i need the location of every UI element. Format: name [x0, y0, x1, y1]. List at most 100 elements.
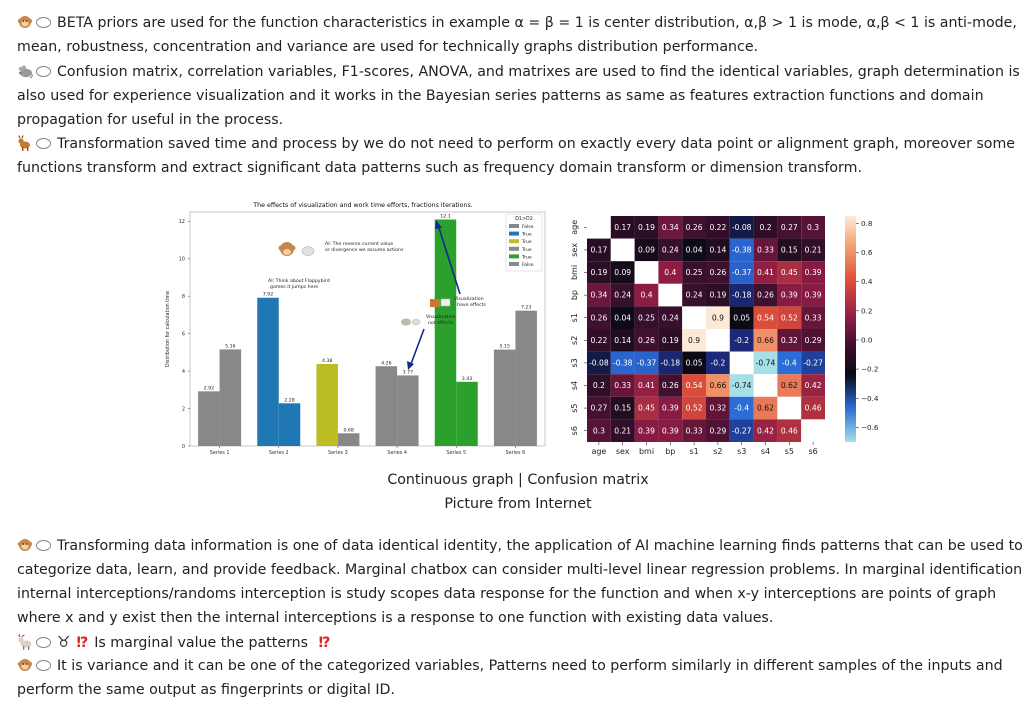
heatmap-cell-value: 0.45	[781, 268, 798, 277]
svg-text:games it jumps here: games it jumps here	[270, 284, 318, 290]
heatmap-cell-value: 0.05	[686, 359, 703, 368]
bar-value-label: 7.92	[263, 292, 273, 298]
heatmap-cell-value: 0.3	[593, 426, 605, 435]
svg-text:or divergence we assume action: or divergence we assume actions	[325, 247, 404, 253]
heatmap-cell	[729, 396, 754, 420]
paragraph-text: BETA priors are used for the function ch…	[17, 15, 1017, 55]
heatmap-row-label: bp	[570, 290, 579, 300]
heatmap-cell	[587, 396, 611, 420]
colorbar-tick-label: 0.8	[861, 219, 873, 228]
bar-value-label: 12.1	[440, 213, 450, 219]
heatmap-col-label: s6	[808, 447, 817, 456]
y-tick-label: 0	[182, 444, 185, 450]
colorbar-tick-label: 0.4	[861, 277, 873, 286]
colorbar-tick-label: 0.0	[861, 335, 873, 344]
heatmap-cell	[587, 329, 611, 352]
heatmap-cell	[682, 374, 706, 397]
legend-swatch	[509, 224, 519, 228]
monkey-icon	[17, 659, 33, 671]
heatmap-cell-value: 0.46	[805, 404, 822, 413]
heatmap-cell-empty	[587, 216, 611, 239]
heatmap-cell	[753, 351, 778, 375]
heatmap-cell	[610, 306, 635, 329]
speech-bubble-icon	[36, 540, 51, 551]
x-tick-label: Series 5	[446, 450, 466, 456]
heatmap-cell	[634, 306, 659, 329]
heatmap-cell-value: 0.19	[590, 268, 607, 277]
heatmap-cell	[610, 329, 635, 352]
heatmap-cell	[729, 238, 754, 262]
heatmap-row-label: s2	[570, 336, 579, 345]
heatmap-cell	[634, 329, 659, 352]
heatmap-cell	[658, 306, 683, 329]
mouse-icon	[18, 65, 33, 79]
speech-bubble-icon	[36, 17, 51, 28]
heatmap-cell-value: 0.4	[640, 291, 652, 300]
heatmap-cell-value: 0.09	[614, 268, 631, 277]
annotation-visualization-effects: Visualization have effects	[430, 296, 486, 308]
heatmap-cell	[777, 419, 802, 442]
heatmap-cell-value: 0.39	[662, 404, 679, 413]
heatmap-cell	[658, 261, 683, 284]
heatmap-cell	[706, 419, 730, 442]
bar-series-1-2	[219, 349, 242, 446]
legend-swatch	[509, 239, 519, 244]
heatmap-cell	[801, 329, 825, 352]
heatmap-col-label: s5	[785, 447, 794, 456]
legend-label: True	[521, 239, 532, 245]
heatmap-cell-value: -0.38	[613, 359, 633, 368]
heatmap-cell-value: 0.46	[781, 426, 798, 435]
heatmap-cell-value: 0.32	[709, 404, 726, 413]
heatmap-cell	[682, 396, 706, 420]
heatmap-cell-value: 0.29	[805, 336, 822, 345]
heatmap-cell-value: 0.41	[638, 381, 655, 390]
heatmap-cell	[610, 261, 635, 284]
heatmap-cell-empty	[610, 238, 635, 262]
heatmap-cell	[801, 216, 825, 239]
bar-series-5-1	[434, 219, 457, 446]
heatmap-cell	[682, 216, 706, 239]
heatmap-cell-value: 0.39	[662, 426, 679, 435]
heatmap-cell-value: 0.09	[638, 246, 655, 255]
svg-text:Visualization: Visualization	[454, 296, 484, 302]
heatmap-cell	[706, 238, 730, 262]
heatmap-cell-value: 0.66	[757, 336, 774, 345]
heatmap-cell	[634, 396, 659, 420]
heatmap-cell-value: 0.33	[614, 381, 631, 390]
heatmap-cell	[801, 238, 825, 262]
deer-icon	[18, 135, 30, 151]
annotation-reverse: AI: The reverse current value or diverge…	[278, 241, 404, 256]
heatmap-cell-value: 0.26	[638, 336, 655, 345]
heatmap-cell	[610, 283, 635, 307]
bar-series-3-2	[337, 433, 360, 446]
heatmap-cell-value: 0.24	[662, 313, 679, 322]
bar-series-2-2	[278, 403, 301, 446]
heatmap-cell	[777, 374, 802, 397]
heatmap-cell-value: 0.26	[662, 381, 679, 390]
heatmap-cell-value: 0.19	[638, 223, 655, 232]
heatmap-cell-empty	[682, 306, 706, 329]
speech-bubble-icon	[36, 637, 51, 648]
svg-text:AI: The reverse current value: AI: The reverse current value	[325, 241, 393, 247]
heatmap-cell	[753, 419, 778, 442]
heatmap-cell-value: 0.24	[614, 291, 631, 300]
bar-value-label: 4.26	[381, 360, 391, 366]
heatmap-cell-value: 0.39	[638, 426, 655, 435]
heatmap-cell-empty	[753, 374, 778, 397]
legend-swatch	[509, 254, 519, 259]
bar-value-label: 2.28	[284, 397, 294, 403]
monkey-icon	[17, 16, 33, 28]
heatmap-cell	[682, 351, 706, 375]
heatmap-row-label: sex	[570, 243, 579, 257]
heatmap-cell	[658, 238, 683, 262]
bar-series-4-2	[397, 375, 419, 446]
heatmap-cell-value: 0.22	[709, 223, 726, 232]
taurus-icon: ♉	[57, 633, 71, 651]
heatmap-cell-value: 0.26	[590, 313, 607, 322]
heatmap-row-label: bmi	[570, 265, 579, 280]
heatmap-cell	[777, 306, 802, 329]
x-tick-label: Series 1	[210, 450, 230, 456]
heatmap-cell-value: 0.33	[686, 426, 703, 435]
y-tick-label: 6	[182, 331, 185, 337]
bar-series-2-1	[257, 297, 279, 446]
